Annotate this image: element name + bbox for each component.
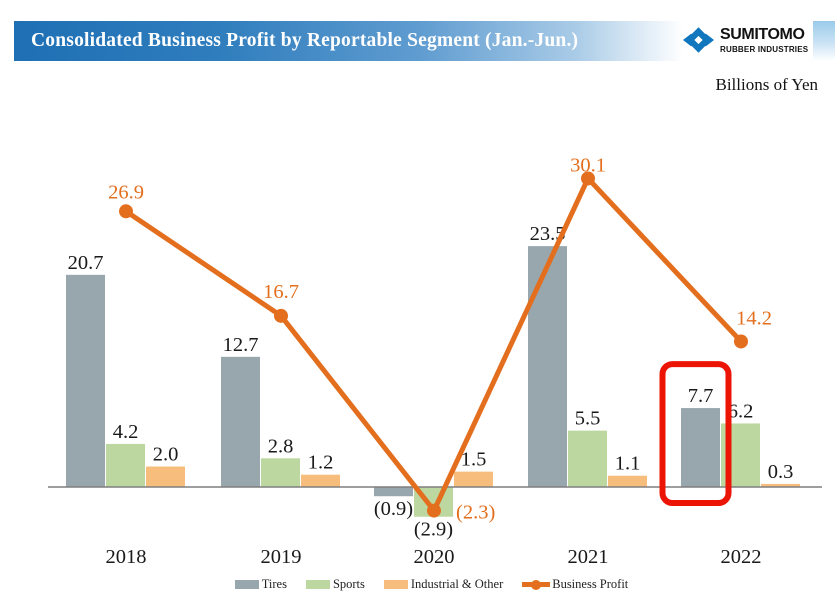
title-bar: Consolidated Business Profit by Reportab… [14,21,690,61]
line-point-2018 [119,204,133,219]
value-label-industrial-other-2021: 1.1 [615,453,641,475]
value-label-industrial-other-2022: 0.3 [768,461,794,483]
bar-industrial-other-2020 [454,471,493,487]
value-label-business-profit-2022: 14.2 [736,307,772,329]
units-note: Billions of Yen [715,75,819,94]
value-label-sports-2020: (2.9) [414,519,453,541]
value-label-industrial-other-2020: 1.5 [461,449,487,471]
legend-item-sports: Sports [305,577,365,592]
value-label-sports-2019: 2.8 [268,435,294,457]
value-label-business-profit-2021: 30.1 [570,154,606,176]
corner-accent-strip [813,21,835,61]
bar-tires-2022 [681,408,720,487]
x-tick-2018: 2018 [106,546,147,568]
highlight-box [659,361,732,507]
legend-label: Business Profit [552,577,629,591]
x-tick-2020: 2020 [414,546,455,568]
x-tick-2019: 2019 [261,546,302,568]
bar-tires-2018 [66,274,105,487]
page-title: Consolidated Business Profit by Reportab… [31,30,579,51]
legend-label: Tires [261,577,287,591]
x-tick-2022: 2022 [721,546,762,568]
line-point-2020 [427,503,441,518]
value-label-tires-2018: 20.7 [68,252,104,274]
legend-item-industrial-other: Industrial & Other [383,577,504,592]
bar-industrial-other-2019 [301,474,340,487]
bar-sports-2019 [261,458,300,487]
bar-industrial-other-2018 [146,466,185,487]
legend-swatch-industrial-other-icon [383,580,408,589]
value-label-tires-2019: 12.7 [223,334,259,356]
value-label-tires-2021: 23.5 [530,223,566,245]
legend-swatch-sports-icon [305,580,330,589]
legend-label: Industrial & Other [410,577,504,591]
logo-wordmark: SUMITOMO RUBBER INDUSTRIES [720,27,808,54]
bar-sports-2021 [568,430,607,487]
value-label-sports-2018: 4.2 [113,421,139,443]
legend-swatch-tires-icon [234,580,259,589]
sumitomo-diamond-icon [683,27,714,53]
value-label-sports-2022: 6.2 [728,400,754,422]
chart-legend: Tires Sports Industrial & Other Business Pr… [14,577,835,592]
logo-company-name: SUMITOMO [720,26,805,43]
bar-sports-2018 [106,443,145,487]
bar-tires-2021 [528,246,567,487]
legend-label: Sports [332,577,365,591]
company-logo: SUMITOMO RUBBER INDUSTRIES [683,27,808,54]
logo-company-subtitle: RUBBER INDUSTRIES [720,44,809,54]
legend-line-dot-icon [531,579,542,590]
value-label-business-profit-2019: 16.7 [263,281,299,303]
legend-item-tires: Tires [234,577,287,592]
line-point-2019 [274,308,288,323]
x-tick-2021: 2021 [568,546,609,568]
bar-industrial-other-2022 [761,483,800,487]
bar-tires-2020 [374,487,413,497]
value-label-business-profit-2018: 26.9 [108,181,144,203]
line-point-2022 [734,334,748,349]
value-label-tires-2022: 7.7 [688,385,714,407]
value-label-business-profit-2020: (2.3) [456,502,495,524]
line-point-2021 [581,171,595,186]
value-label-industrial-other-2019: 1.2 [308,452,334,474]
bar-industrial-other-2021 [608,475,647,487]
value-label-sports-2021: 5.5 [575,408,601,430]
legend-swatch-business-profit-icon [522,579,551,590]
value-label-industrial-other-2018: 2.0 [153,444,179,466]
value-label-tires-2020: (0.9) [374,498,413,520]
business-profit-line [124,175,743,514]
legend-item-business-profit: Business Profit [522,577,628,592]
bar-tires-2019 [221,356,260,487]
